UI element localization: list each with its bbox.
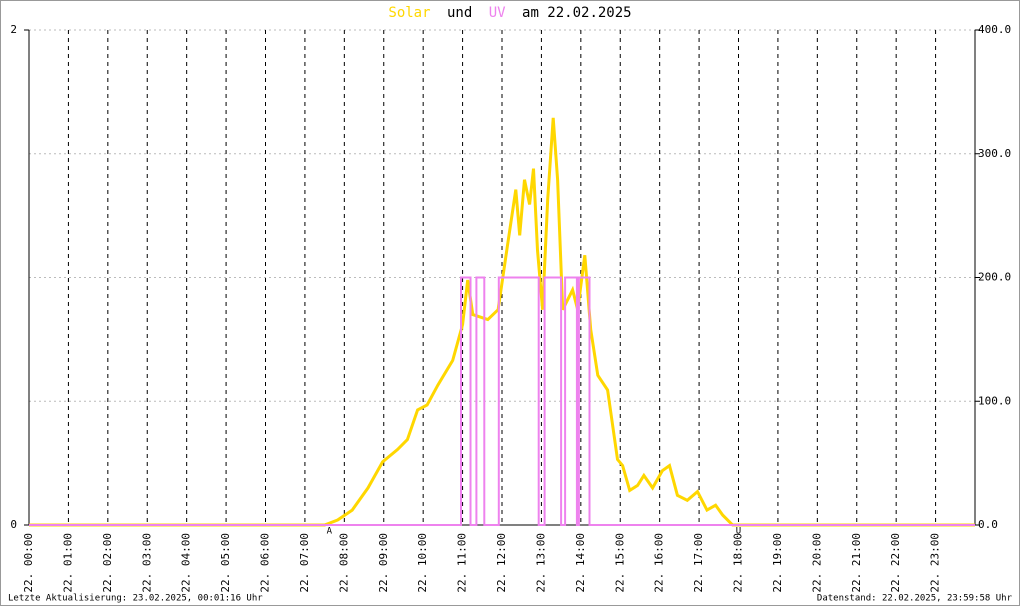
footer-right: Datenstand: 22.02.2025, 23:59:58 Uhr [817,594,1013,604]
x-tick-label: 22. 17:00 [692,533,705,593]
title-series-solar: Solar [388,5,430,21]
x-tick-label: 22. 04:00 [180,533,193,593]
annotation: U [736,527,741,537]
y2-tick-label: 0.0 [978,518,998,531]
title-word: und [447,5,472,21]
x-tick-label: 22. 20:00 [810,533,823,593]
y2-tick-label: 100.0 [978,394,1011,407]
x-tick-label: 22. 02:00 [101,533,114,593]
x-tick-label: 22. 23:00 [929,533,942,593]
y-tick-label: 0 [10,518,17,531]
x-tick-label: 22. 13:00 [534,533,547,593]
annotation: A [327,527,333,537]
y-tick-label: 2 [10,23,17,36]
x-tick-label: 22. 15:00 [613,533,626,593]
series-line [29,276,975,526]
title-series-uv: UV [489,5,506,21]
footer-left: Letzte Aktualisierung: 23.02.2025, 00:01… [8,594,263,604]
x-tick-label: 22. 11:00 [456,533,469,593]
x-tick-label: 22. 16:00 [653,533,666,593]
x-tick-label: 22. 05:00 [219,533,232,593]
x-tick-label: 22. 03:00 [140,533,153,593]
x-tick-label: 22. 08:00 [337,533,350,593]
x-tick-label: 22. 00:00 [22,533,35,593]
y2-tick-label: 300.0 [978,147,1011,160]
x-tick-label: 22. 12:00 [495,533,508,593]
x-tick-label: 22. 06:00 [259,533,272,593]
x-tick-label: 22. 10:00 [416,533,429,593]
x-tick-label: 22. 22:00 [889,533,902,593]
x-tick-label: 22. 09:00 [377,533,390,593]
x-tick-label: 22. 21:00 [850,533,863,593]
x-tick-label: 22. 18:00 [732,533,745,593]
x-tick-label: 22. 19:00 [771,533,784,593]
x-tick-label: 22. 01:00 [61,533,74,593]
y2-tick-label: 200.0 [978,271,1011,284]
series-line [29,117,975,527]
y2-tick-label: 400.0 [978,23,1011,36]
x-tick-label: 22. 07:00 [298,533,311,593]
title-word: am 22.02.2025 [522,5,632,21]
chart-title: Solar und UV am 22.02.2025 [388,5,631,21]
x-tick-label: 22. 14:00 [574,533,587,593]
